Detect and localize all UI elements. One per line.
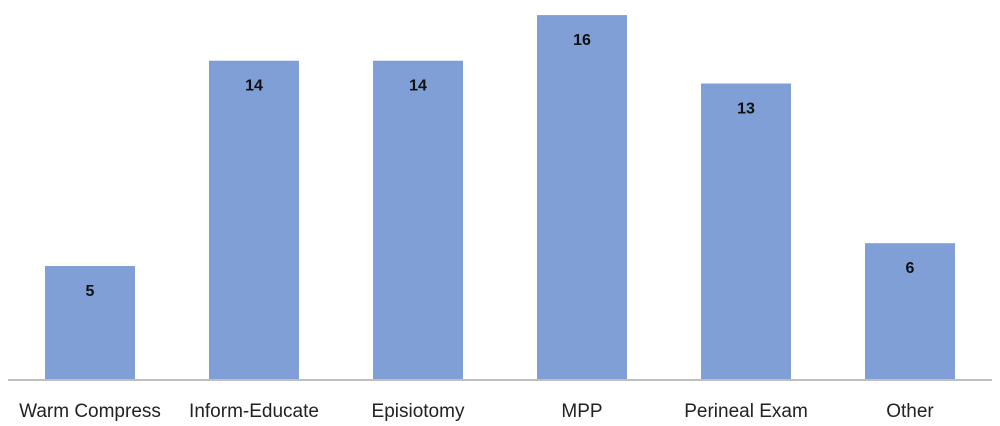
x-tick-label-perineal-exam: Perineal Exam	[684, 401, 808, 422]
x-tick-label-mpp: MPP	[561, 401, 602, 422]
data-label-perineal-exam: 13	[737, 101, 755, 118]
x-tick-label-inform-educate: Inform-Educate	[189, 401, 319, 422]
bar-mpp	[537, 15, 627, 380]
data-label-mpp: 16	[573, 32, 591, 49]
data-label-other: 6	[906, 260, 915, 277]
bars-layer	[45, 15, 955, 380]
bar-warm-compress	[45, 266, 135, 380]
bar-other	[865, 243, 955, 380]
x-tick-labels-layer: Warm Compress Inform-Educate Episiotomy MPP…	[19, 401, 934, 422]
bar-perineal-exam	[701, 83, 791, 380]
x-tick-label-warm-compress: Warm Compress	[19, 401, 161, 422]
data-label-warm-compress: 5	[86, 283, 95, 300]
x-tick-label-other: Other	[886, 401, 934, 422]
data-labels-layer: 5 14 14 16 13 6	[86, 32, 915, 300]
data-label-inform-educate: 14	[245, 78, 263, 95]
bar-episiotomy	[373, 60, 463, 380]
data-label-episiotomy: 14	[409, 78, 427, 95]
x-tick-label-episiotomy: Episiotomy	[372, 401, 465, 422]
bar-inform-educate	[209, 60, 299, 380]
